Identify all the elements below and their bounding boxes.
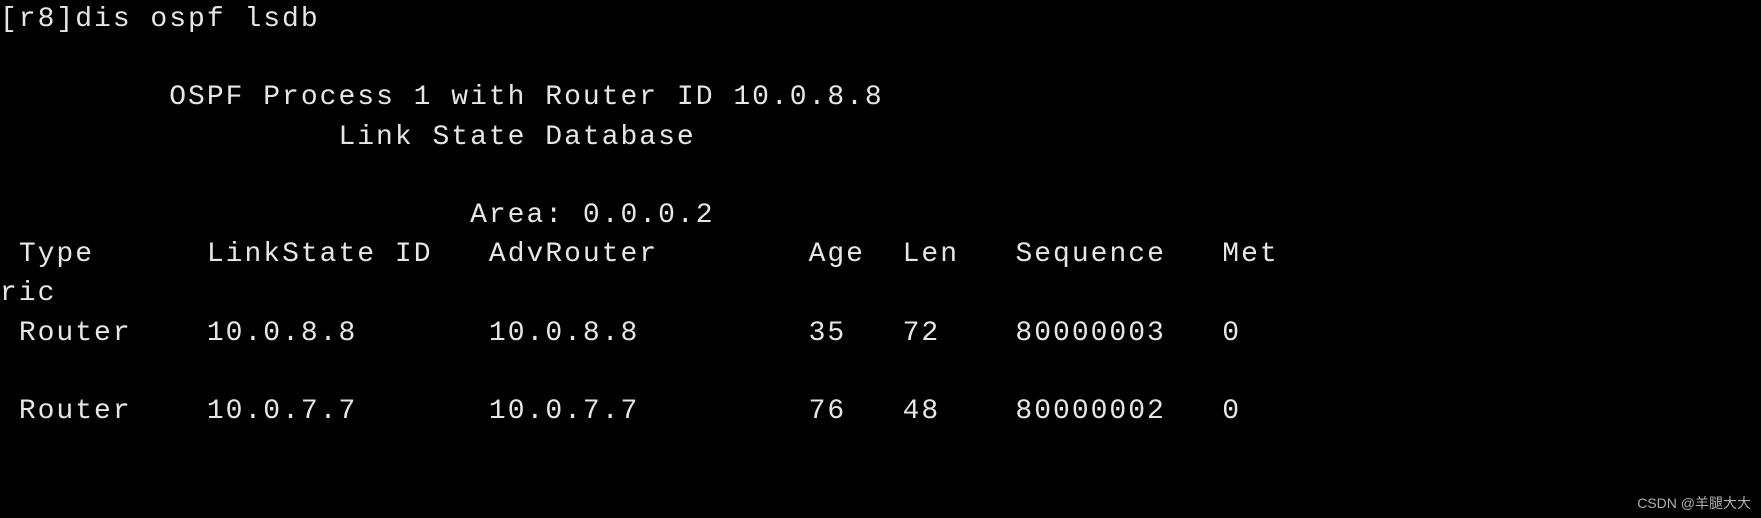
row0-type: Router [19, 318, 132, 349]
row0-linkstate-id: 10.0.8.8 [207, 318, 357, 349]
row1-linkstate-id: 10.0.7.7 [207, 396, 357, 427]
col-age: Age [809, 239, 865, 270]
row0-age: 35 [809, 318, 847, 349]
row1-metric: 0 [1222, 396, 1241, 427]
row1-len: 48 [903, 396, 941, 427]
col-adv-router: AdvRouter [489, 239, 658, 270]
row1-adv-router: 10.0.7.7 [489, 396, 639, 427]
command-text: dis ospf lsdb [75, 4, 319, 35]
col-metric-pt1: Met [1222, 239, 1278, 270]
watermark-text: CSDN @羊腿大大 [1637, 494, 1751, 514]
row0-len: 72 [903, 318, 941, 349]
col-len: Len [903, 239, 959, 270]
row1-age: 76 [809, 396, 847, 427]
row0-metric: 0 [1222, 318, 1241, 349]
col-linkstate-id: LinkState ID [207, 239, 433, 270]
col-type: Type [19, 239, 94, 270]
terminal-output: [r8]dis ospf lsdb OSPF Process 1 with Ro… [0, 0, 1761, 431]
col-sequence: Sequence [1015, 239, 1165, 270]
header-line-2: Link State Database [338, 122, 695, 153]
row0-sequence: 80000003 [1015, 318, 1165, 349]
prompt: [r8] [0, 4, 75, 35]
col-metric-pt2: ric [0, 278, 56, 309]
area-line: Area: 0.0.0.2 [470, 200, 714, 231]
row1-sequence: 80000002 [1015, 396, 1165, 427]
header-line-1: OSPF Process 1 with Router ID 10.0.8.8 [169, 82, 884, 113]
row1-type: Router [19, 396, 132, 427]
row0-adv-router: 10.0.8.8 [489, 318, 639, 349]
